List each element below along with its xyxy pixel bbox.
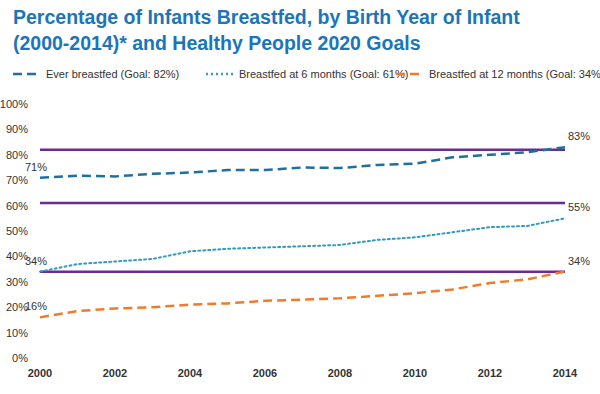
y-tick-label: 0%: [12, 352, 28, 364]
x-tick-label: 2008: [328, 367, 352, 379]
annotation: 34%: [568, 255, 590, 267]
goal-line: [40, 202, 565, 205]
legend-swatch: [13, 73, 41, 76]
x-tick-label: 2012: [478, 367, 502, 379]
y-tick-label: 30%: [6, 276, 28, 288]
y-tick-label: 50%: [6, 225, 28, 237]
x-tick-label: 2004: [178, 367, 203, 379]
x-tick-label: 2002: [103, 367, 127, 379]
plot-area: [40, 147, 565, 317]
legend-swatch: [206, 73, 234, 76]
x-tick-label: 2000: [28, 367, 52, 379]
y-tick-label: 60%: [6, 200, 28, 212]
y-tick-label: 80%: [6, 149, 28, 161]
y-tick-label: 10%: [6, 327, 28, 339]
legend-swatch: [396, 73, 424, 76]
goal-line: [40, 148, 565, 151]
goal-line: [40, 270, 565, 273]
annotation: 16%: [25, 300, 47, 312]
legend-label: Breastfed at 6 months (Goal: 61%): [239, 68, 408, 80]
y-tick-label: 90%: [6, 123, 28, 135]
series-line: [40, 147, 565, 177]
legend-label: Ever breastfed (Goal: 82%): [46, 68, 179, 80]
series-line: [40, 218, 565, 271]
y-tick-label: 70%: [6, 174, 28, 186]
x-tick-label: 2006: [253, 367, 277, 379]
title: Percentage of Infants Breastfed, by Birt…: [13, 6, 520, 28]
x-tick-label: 2014: [553, 367, 578, 379]
title: (2000-2014)* and Healthy People 2020 Goa…: [13, 32, 421, 54]
legend-label: Breastfed at 12 months (Goal: 34%): [429, 68, 600, 80]
series-line: [40, 272, 565, 318]
chart: Percentage of Infants Breastfed, by Birt…: [0, 0, 600, 394]
annotation: 83%: [568, 130, 590, 142]
x-tick-label: 2010: [403, 367, 427, 379]
annotation: 55%: [568, 201, 590, 213]
annotation: 71%: [25, 161, 47, 173]
annotation: 34%: [25, 255, 47, 267]
y-tick-label: 100%: [0, 98, 28, 110]
